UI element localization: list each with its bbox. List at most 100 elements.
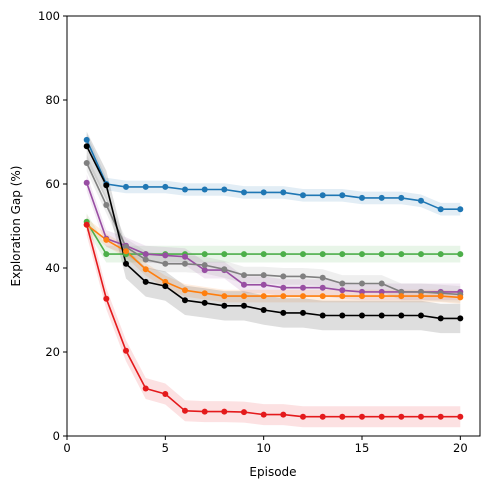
series-2-point: [378, 251, 385, 258]
series-2-point: [339, 251, 346, 258]
series-1-point: [339, 192, 346, 199]
series-7-point: [103, 295, 110, 302]
x-tick-label: 10: [256, 441, 271, 455]
series-5-point: [457, 294, 464, 301]
y-axis-label: Exploration Gap (%): [9, 166, 23, 287]
x-tick-label: 5: [162, 441, 169, 455]
series-3-point: [83, 179, 90, 186]
series-7-point: [162, 391, 169, 397]
series-3-line: [85, 182, 461, 293]
series-4-point: [182, 260, 188, 267]
y-tick-label: 0: [53, 429, 60, 443]
series-3-point: [339, 287, 346, 294]
series-2-point: [260, 251, 267, 258]
series-1-point: [162, 183, 169, 190]
series-5-point: [241, 293, 247, 300]
series-7-point: [260, 411, 267, 418]
series-4-point: [103, 202, 110, 208]
series-4-point: [241, 272, 247, 279]
series-6-point: [241, 302, 247, 309]
series-2-point: [457, 251, 464, 258]
series-3-point: [319, 284, 326, 291]
series-5-point: [260, 293, 267, 300]
x-tick-label: 0: [63, 441, 70, 455]
series-7-point: [339, 413, 346, 420]
series-6-point: [280, 309, 287, 316]
series-5-point: [378, 293, 385, 300]
series-6-point: [378, 312, 385, 319]
series-2-point: [359, 251, 365, 258]
y-tick-label: 80: [45, 93, 60, 107]
series-2-point: [300, 251, 306, 258]
series-6-point: [260, 307, 267, 313]
series-6-point: [457, 315, 464, 322]
series-1-point: [457, 206, 464, 213]
series-7-point: [83, 221, 90, 228]
series-1-point: [418, 197, 424, 204]
series-5-point: [103, 236, 110, 243]
series-6-point: [339, 312, 346, 319]
series-7-point: [457, 413, 464, 420]
y-tick-label: 20: [45, 345, 60, 359]
series-2-point: [221, 251, 228, 258]
series-6-point: [103, 182, 110, 189]
series-1-point: [398, 194, 405, 201]
series-1-point: [300, 192, 306, 199]
y-tick-label: 40: [45, 261, 60, 275]
series-4-point: [398, 288, 405, 295]
series-1-band: [86, 133, 461, 216]
series-7-line: [85, 224, 461, 418]
series-points: [83, 136, 464, 420]
series-4-point: [418, 288, 424, 295]
series-6-point: [201, 299, 208, 306]
series-3-point: [182, 253, 188, 260]
series-4-point: [83, 160, 90, 166]
series-5-point: [201, 290, 208, 297]
series-3-point: [201, 267, 208, 274]
series-5-point: [359, 293, 365, 300]
series-7-point: [182, 407, 188, 414]
series-6-point: [221, 302, 228, 309]
series-5-point: [221, 293, 228, 300]
series-4-point: [123, 244, 129, 250]
series-7-point: [300, 413, 306, 420]
series-6-point: [123, 260, 129, 267]
series-1-point: [319, 192, 326, 199]
series-1-point: [437, 206, 444, 213]
series-4-point: [221, 266, 228, 273]
series-7-point: [398, 413, 405, 420]
series-6-point: [437, 315, 444, 322]
series-6-line: [85, 145, 461, 320]
series-7-point: [221, 408, 228, 415]
series-7-point: [201, 408, 208, 415]
series-2-band: [86, 213, 461, 263]
series-1-line: [85, 139, 461, 210]
series-6-point: [359, 312, 365, 319]
y-axis-ticks: 0 20 40 60 80 100: [38, 9, 67, 443]
series-6-point: [319, 312, 326, 319]
series-3-point: [260, 281, 267, 288]
series-4-point: [201, 262, 208, 269]
series-5-point: [123, 248, 129, 255]
series-1-point: [182, 186, 188, 193]
series-5-point: [339, 293, 346, 300]
series-3-point: [378, 288, 385, 295]
series-4-band: [86, 154, 461, 303]
series-1-point: [201, 186, 208, 193]
series-4-line: [85, 162, 461, 296]
series-2-point: [241, 251, 247, 258]
series-1-point: [378, 194, 385, 201]
series-4-point: [162, 260, 169, 267]
series-4-point: [359, 280, 365, 287]
series-3-point: [280, 284, 287, 291]
series-3-band: [86, 174, 461, 301]
series-2-point: [103, 251, 110, 258]
series-4-point: [300, 273, 306, 280]
y-tick-label: 100: [38, 9, 60, 23]
series-7-point: [123, 347, 129, 354]
series-2-point: [201, 251, 208, 258]
x-tick-label: 20: [453, 441, 468, 455]
series-1-point: [142, 183, 149, 190]
